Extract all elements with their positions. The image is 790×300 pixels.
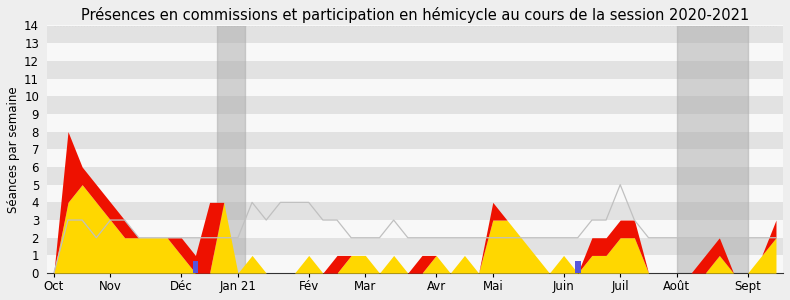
Bar (575, 261, 581, 273)
Bar (47, 26, 783, 43)
Bar (47, 149, 783, 167)
Bar (193, 261, 198, 273)
Bar (47, 202, 783, 220)
Bar (47, 61, 783, 79)
Bar (677, 26, 747, 273)
Title: Présences en commissions et participation en hémicycle au cours de la session 20: Présences en commissions et participatio… (81, 7, 749, 23)
Bar (47, 43, 783, 61)
Bar (47, 132, 783, 149)
Y-axis label: Séances par semaine: Séances par semaine (7, 86, 20, 213)
Bar (47, 238, 783, 255)
Bar (216, 26, 245, 273)
Bar (47, 167, 783, 185)
Bar (47, 79, 783, 96)
Bar (47, 255, 783, 273)
Bar (47, 220, 783, 238)
Bar (47, 185, 783, 203)
Bar (47, 96, 783, 114)
Bar (47, 114, 783, 132)
